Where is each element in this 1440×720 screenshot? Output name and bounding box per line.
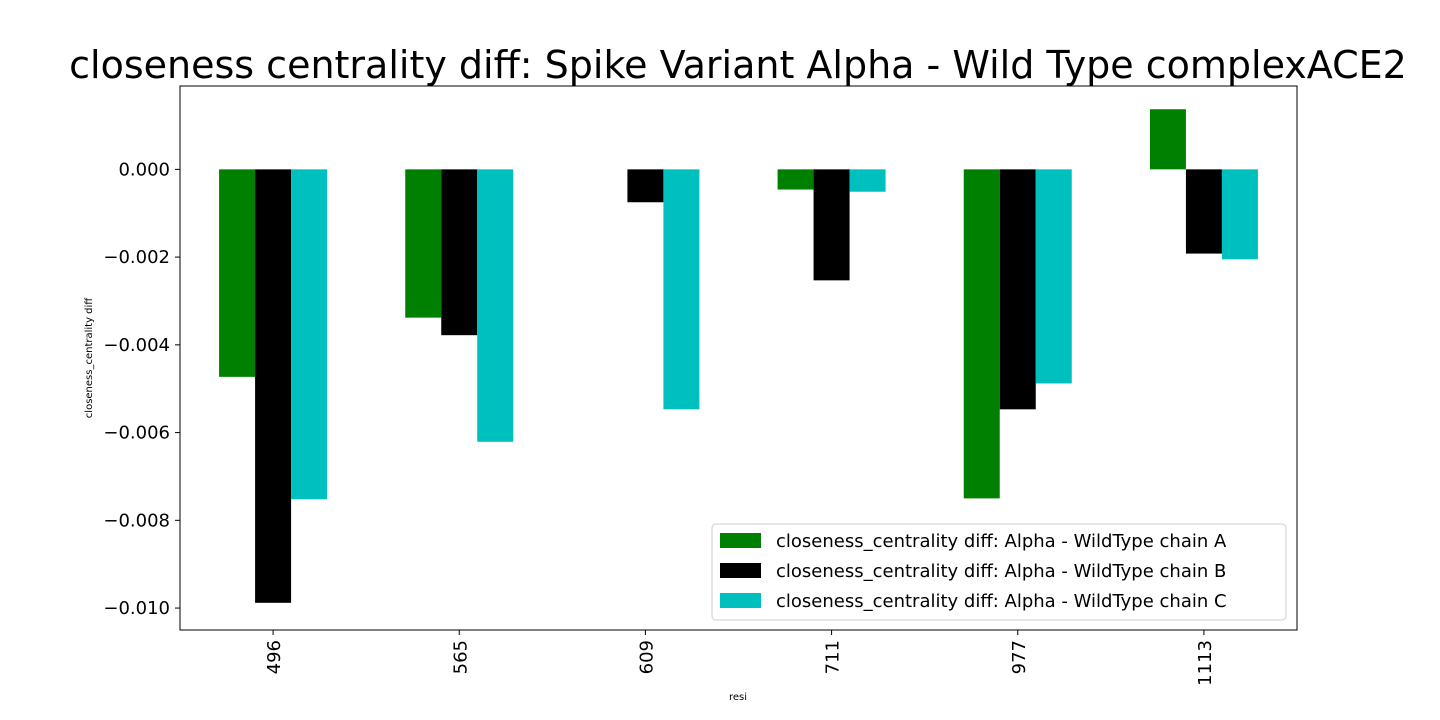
bar <box>999 169 1036 410</box>
x-tick-label: 565 <box>450 640 471 674</box>
bar <box>1035 169 1072 384</box>
bar <box>477 169 514 442</box>
legend: closeness_centrality diff: Alpha - WildT… <box>711 523 1287 621</box>
y-axis-label: closeness_centrality diff <box>84 297 95 419</box>
bar <box>441 169 478 336</box>
y-tick-label: −0.010 <box>103 598 170 619</box>
bar <box>627 169 664 203</box>
y-tick-label: −0.008 <box>103 510 170 531</box>
x-axis: 496 565 609 711 977 1113 <box>264 630 1216 686</box>
bar <box>1149 109 1186 170</box>
plot-area-frame <box>179 85 1298 631</box>
y-tick-label: 0.000 <box>118 159 170 180</box>
bar <box>663 169 700 410</box>
x-tick-label: 711 <box>823 640 844 674</box>
x-tick-label: 609 <box>636 640 657 674</box>
y-tick-label: −0.006 <box>103 423 170 444</box>
legend-label: closeness_centrality diff: Alpha - WildT… <box>776 591 1227 612</box>
x-axis-label: resi <box>729 692 747 703</box>
bar <box>849 169 886 192</box>
legend-label: closeness_centrality diff: Alpha - WildT… <box>776 531 1227 552</box>
bar <box>777 169 814 190</box>
chart-title: closeness centrality diff: Spike Variant… <box>69 43 1407 87</box>
bar <box>1221 169 1258 260</box>
bars-group <box>219 109 1258 603</box>
legend-swatch <box>720 563 761 578</box>
bar <box>963 169 1000 499</box>
legend-swatch <box>720 593 761 608</box>
bar <box>291 169 328 500</box>
bar <box>405 169 442 318</box>
bar <box>219 169 256 377</box>
x-tick-label: 496 <box>264 640 285 674</box>
y-axis: 0.000 −0.002 −0.004 −0.006 −0.008 −0.010 <box>103 159 180 619</box>
y-tick-label: −0.004 <box>103 335 170 356</box>
legend-frame <box>711 523 1287 621</box>
x-tick-label: 1113 <box>1195 640 1216 686</box>
bar <box>813 169 850 281</box>
legend-label: closeness_centrality diff: Alpha - WildT… <box>776 561 1226 582</box>
y-tick-label: −0.002 <box>103 247 170 268</box>
bar <box>255 169 292 603</box>
x-tick-label: 977 <box>1009 640 1030 674</box>
legend-swatch <box>720 533 761 548</box>
bar <box>1185 169 1222 254</box>
